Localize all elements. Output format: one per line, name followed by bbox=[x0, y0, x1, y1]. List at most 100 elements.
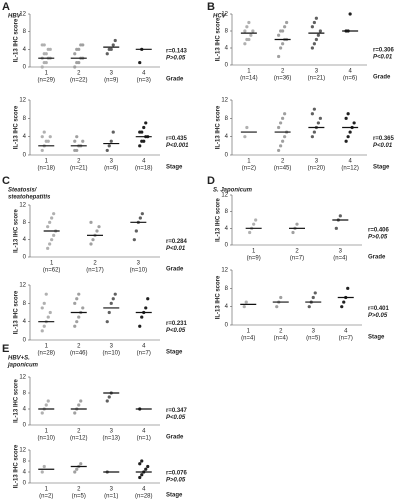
x-axis-label: Grade bbox=[368, 255, 386, 261]
n-label: (n=13) bbox=[102, 436, 120, 442]
y-axis-label: IL-13 IHC score bbox=[14, 444, 20, 488]
panel-title: HBV bbox=[8, 14, 22, 20]
y-axis-label: IL-13 IHC score bbox=[14, 290, 20, 334]
data-point bbox=[277, 33, 281, 37]
data-point bbox=[249, 33, 253, 37]
stat-label: r=0.231 bbox=[166, 321, 188, 327]
y-tick-label: 12 bbox=[221, 193, 228, 199]
n-label: (n=28) bbox=[37, 351, 55, 357]
data-point bbox=[40, 65, 44, 69]
n-label: (n=29) bbox=[37, 78, 55, 84]
stat-label: r=0.076 bbox=[166, 471, 188, 477]
data-point bbox=[46, 139, 50, 143]
x-tick-label: 2 bbox=[77, 487, 81, 493]
data-point bbox=[247, 37, 251, 42]
data-point bbox=[316, 33, 320, 37]
data-point bbox=[312, 130, 316, 134]
data-point bbox=[344, 116, 348, 120]
y-tick-label: 8 bbox=[225, 29, 229, 35]
data-point bbox=[40, 148, 44, 153]
data-point bbox=[97, 225, 101, 229]
n-label: (n=10) bbox=[37, 436, 55, 442]
x-tick-label: 4 bbox=[142, 487, 146, 493]
data-point bbox=[81, 306, 85, 310]
data-point bbox=[248, 230, 252, 235]
data-point bbox=[277, 148, 281, 153]
data-point bbox=[313, 291, 317, 295]
data-point bbox=[73, 470, 77, 474]
data-point bbox=[44, 60, 48, 65]
x-tick-label: 1 bbox=[45, 71, 49, 77]
data-point bbox=[275, 305, 279, 309]
x-axis-label: Stage bbox=[166, 350, 183, 356]
data-point bbox=[295, 222, 299, 226]
data-point bbox=[42, 464, 46, 469]
data-point bbox=[244, 300, 248, 304]
data-point bbox=[77, 60, 81, 65]
data-point bbox=[252, 222, 256, 226]
data-point bbox=[312, 107, 316, 111]
data-point bbox=[342, 300, 346, 304]
y-tick-label: 0 bbox=[225, 63, 229, 69]
x-tick-label: 3 bbox=[137, 261, 141, 267]
data-point bbox=[318, 29, 322, 33]
stat-label: P<0.01 bbox=[373, 54, 393, 60]
panel-label: A bbox=[2, 1, 10, 13]
data-point bbox=[77, 315, 81, 319]
data-point bbox=[348, 130, 352, 134]
n-label: (n=12) bbox=[341, 166, 359, 172]
y-axis-label: IL-13 IHC score bbox=[14, 18, 20, 62]
x-axis-label: Grade bbox=[373, 75, 391, 81]
y-tick-label: 0 bbox=[23, 65, 27, 71]
data-point bbox=[73, 139, 77, 143]
data-point bbox=[346, 112, 350, 116]
data-point bbox=[310, 112, 314, 116]
panel-label: E bbox=[2, 343, 9, 355]
data-point bbox=[314, 37, 318, 42]
y-tick-label: 0 bbox=[225, 153, 229, 159]
n-label: (n=7) bbox=[290, 256, 304, 262]
data-point bbox=[243, 135, 247, 139]
data-point bbox=[334, 226, 338, 230]
y-tick-label: 8 bbox=[23, 116, 27, 122]
panel-title: HBV+S. bbox=[8, 356, 30, 362]
x-tick-label: 2 bbox=[77, 429, 81, 435]
data-point bbox=[40, 135, 44, 139]
data-point bbox=[111, 43, 115, 47]
data-point bbox=[46, 246, 50, 250]
x-axis-label: Grade bbox=[166, 77, 184, 83]
data-point bbox=[42, 130, 46, 134]
y-tick-label: 4 bbox=[225, 46, 229, 52]
data-point bbox=[73, 65, 77, 69]
data-point bbox=[140, 130, 144, 134]
x-tick-label: 3 bbox=[110, 487, 114, 493]
y-tick-label: 8 bbox=[225, 286, 229, 292]
n-label: (n=4) bbox=[274, 336, 288, 342]
data-point bbox=[146, 464, 150, 469]
y-tick-label: 4 bbox=[23, 47, 27, 53]
x-axis-label: Grade bbox=[166, 267, 184, 273]
data-point bbox=[48, 220, 52, 224]
x-tick-label: 1 bbox=[252, 249, 256, 255]
data-point bbox=[109, 47, 113, 51]
data-point bbox=[281, 29, 285, 33]
data-point bbox=[277, 54, 281, 59]
x-tick-label: 2 bbox=[93, 261, 97, 267]
data-point bbox=[344, 139, 348, 143]
data-point bbox=[138, 324, 142, 328]
y-axis-label: IL-13 IHC score bbox=[216, 275, 222, 319]
data-point bbox=[105, 148, 109, 153]
data-point bbox=[40, 306, 44, 310]
y-axis-label: IL-13 IHC score bbox=[14, 105, 20, 149]
data-point bbox=[279, 46, 283, 50]
y-tick-label: 12 bbox=[221, 98, 228, 104]
data-point bbox=[138, 216, 142, 220]
data-point bbox=[111, 130, 115, 134]
n-label: (n=14) bbox=[240, 76, 258, 82]
stat-label: r=0.365 bbox=[373, 136, 395, 142]
y-tick-label: 8 bbox=[23, 459, 27, 465]
data-point bbox=[75, 320, 79, 324]
y-tick-label: 4 bbox=[23, 407, 27, 413]
x-tick-label: 4 bbox=[348, 69, 352, 75]
data-point bbox=[316, 121, 320, 125]
